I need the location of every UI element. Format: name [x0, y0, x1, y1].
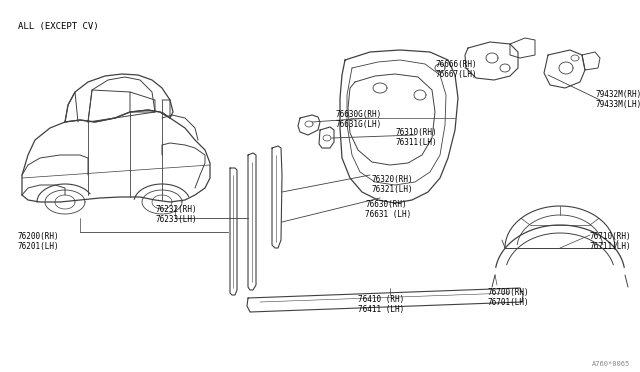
Text: 79432M(RH)
79433M(LH): 79432M(RH) 79433M(LH): [595, 90, 640, 109]
Text: 76700(RH)
76701(LH): 76700(RH) 76701(LH): [487, 288, 529, 307]
Text: 76232(RH)
76233(LH): 76232(RH) 76233(LH): [155, 205, 196, 224]
Text: 76310(RH)
76311(LH): 76310(RH) 76311(LH): [395, 128, 436, 147]
Text: 76410 (RH)
76411 (LH): 76410 (RH) 76411 (LH): [358, 295, 404, 314]
Text: 76630(RH)
76631 (LH): 76630(RH) 76631 (LH): [365, 200, 412, 219]
Text: A760*0065: A760*0065: [592, 361, 630, 367]
Text: 76200(RH)
76201(LH): 76200(RH) 76201(LH): [18, 232, 60, 251]
Text: ALL (EXCEPT CV): ALL (EXCEPT CV): [18, 22, 99, 31]
Text: 76710(RH)
76711(LH): 76710(RH) 76711(LH): [590, 232, 632, 251]
Text: 76666(RH)
76667(LH): 76666(RH) 76667(LH): [435, 60, 477, 79]
Text: 76630G(RH)
76631G(LH): 76630G(RH) 76631G(LH): [335, 110, 381, 129]
Text: 76320(RH)
76321(LH): 76320(RH) 76321(LH): [372, 175, 413, 195]
